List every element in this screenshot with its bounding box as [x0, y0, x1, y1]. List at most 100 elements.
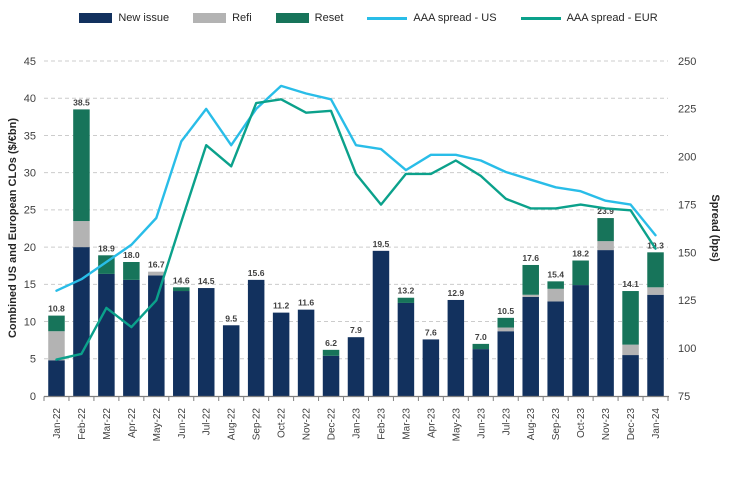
left-axis-tick-label: 20 [24, 242, 36, 254]
bar-segment-new-issue [497, 331, 515, 396]
x-axis-month-label: Jan-24 [651, 408, 662, 439]
bar-total-label: 10.5 [497, 306, 514, 316]
bar-segment-new-issue [222, 325, 240, 396]
bar-segment-reset [322, 349, 340, 356]
left-axis-tick-label: 40 [24, 93, 36, 105]
x-axis-month-label: Jan-22 [52, 408, 63, 439]
bar-segment-new-issue [197, 288, 215, 396]
bar-segment-new-issue [297, 309, 315, 396]
legend-item: AAA spread - EUR [520, 12, 658, 24]
bar-segment-new-issue [472, 349, 490, 396]
bar-segment-new-issue [597, 250, 614, 396]
bar-total-label: 9.5 [225, 313, 237, 323]
bar-total-label: 15.6 [248, 268, 265, 278]
left-axis-tick-label: 10 [24, 316, 36, 328]
bar-segment-reset [597, 218, 614, 242]
bar-total-label: 19.3 [647, 240, 664, 250]
legend-swatch [275, 13, 309, 23]
bar-total-label: 11.2 [273, 301, 289, 311]
bar-total-label: 17.6 [522, 253, 539, 263]
x-axis-month-label: Mar-22 [102, 408, 113, 440]
bar-segment-new-issue [148, 275, 165, 396]
bar-segment-refi [622, 344, 639, 356]
left-axis-tick-label: 25 [24, 205, 36, 217]
legend-swatch [79, 13, 113, 23]
bar-segment-new-issue [347, 337, 365, 396]
bar-segment-new-issue [73, 247, 90, 396]
x-axis-month-label: Apr-22 [127, 408, 138, 438]
bar-total-label: 14.6 [173, 275, 190, 285]
bar-segment-new-issue [572, 285, 589, 396]
x-axis-month-label: Oct-23 [576, 408, 587, 438]
legend-swatch [193, 13, 227, 23]
bar-total-label: 14.1 [622, 279, 639, 289]
legend-label: Reset [314, 12, 344, 24]
bar-segment-reset [123, 262, 140, 280]
bar-segment-refi [547, 288, 564, 302]
bar-segment-refi [597, 241, 614, 251]
bar-segment-reset [522, 264, 539, 295]
x-axis-month-label: Jun-23 [476, 408, 487, 439]
x-axis-month-label: Sep-23 [551, 408, 562, 441]
bar-segment-reset [472, 343, 490, 350]
bar-segment-refi [647, 287, 664, 295]
bar-segment-new-issue [647, 294, 664, 396]
bar-total-label: 12.9 [447, 288, 464, 298]
bar-segment-reset [48, 315, 65, 332]
x-axis-month-label: Dec-22 [327, 408, 338, 441]
right-axis-tick-label: 150 [678, 247, 696, 259]
left-axis-tick-label: 30 [24, 168, 36, 180]
bar-segment-new-issue [447, 299, 465, 396]
bar-segment-refi [48, 331, 65, 361]
bar-segment-new-issue [272, 312, 290, 396]
bar-segment-reset [73, 109, 90, 222]
left-axis-tick-label: 35 [24, 130, 36, 142]
bar-total-label: 7.6 [425, 327, 437, 337]
left-axis-tick-label: 15 [24, 279, 36, 291]
bar-segment-reset [572, 260, 589, 286]
bar-total-label: 15.4 [547, 269, 564, 279]
bar-total-label: 16.7 [148, 260, 165, 270]
left-axis-tick-label: 0 [30, 391, 36, 403]
bar-segment-new-issue [123, 279, 140, 396]
bar-total-label: 18.2 [572, 249, 589, 259]
right-axis-tick-label: 225 [678, 104, 696, 116]
bar-segment-new-issue [622, 355, 639, 396]
bar-total-label: 18.9 [98, 243, 115, 253]
right-axis-tick-label: 75 [678, 391, 690, 403]
right-axis-tick-label: 250 [678, 56, 696, 68]
bar-segment-new-issue [247, 279, 265, 396]
bar-segment-reset [397, 297, 415, 303]
bar-total-label: 10.8 [48, 304, 65, 314]
spread-line-us [55, 84, 657, 292]
x-axis-month-label: Jul-23 [501, 408, 512, 436]
legend-item: New issue [79, 12, 169, 24]
bar-segment-new-issue [422, 339, 440, 396]
x-axis-month-label: Mar-23 [401, 408, 412, 440]
x-axis-month-label: Jan-23 [352, 408, 363, 439]
legend-swatch [367, 16, 408, 20]
x-axis-month-label: Aug-23 [526, 408, 537, 441]
right-axis-tick-label: 125 [678, 295, 696, 307]
legend-item: AAA spread - US [367, 12, 497, 24]
bar-total-label: 6.2 [325, 338, 337, 348]
bar-segment-new-issue [547, 301, 564, 396]
bar-segment-new-issue [372, 250, 390, 396]
x-axis-month-label: Dec-23 [626, 408, 637, 441]
x-axis-month-label: Apr-23 [426, 408, 437, 438]
x-axis-month-label: Sep-22 [252, 408, 263, 441]
legend-label: New issue [118, 12, 170, 24]
bar-total-label: 18.0 [123, 250, 140, 260]
bar-segment-refi [497, 327, 515, 332]
bar-segment-new-issue [48, 360, 65, 396]
bar-segment-refi [148, 271, 165, 276]
bar-total-label: 13.2 [398, 286, 415, 296]
bar-segment-new-issue [98, 273, 115, 396]
x-axis-month-label: Nov-22 [302, 408, 313, 441]
bar-segment-reset [547, 281, 564, 289]
bar-segment-refi [73, 221, 90, 248]
right-axis-tick-label: 175 [678, 199, 696, 211]
left-axis-tick-label: 5 [30, 354, 36, 366]
left-axis-tick-label: 45 [24, 56, 36, 68]
